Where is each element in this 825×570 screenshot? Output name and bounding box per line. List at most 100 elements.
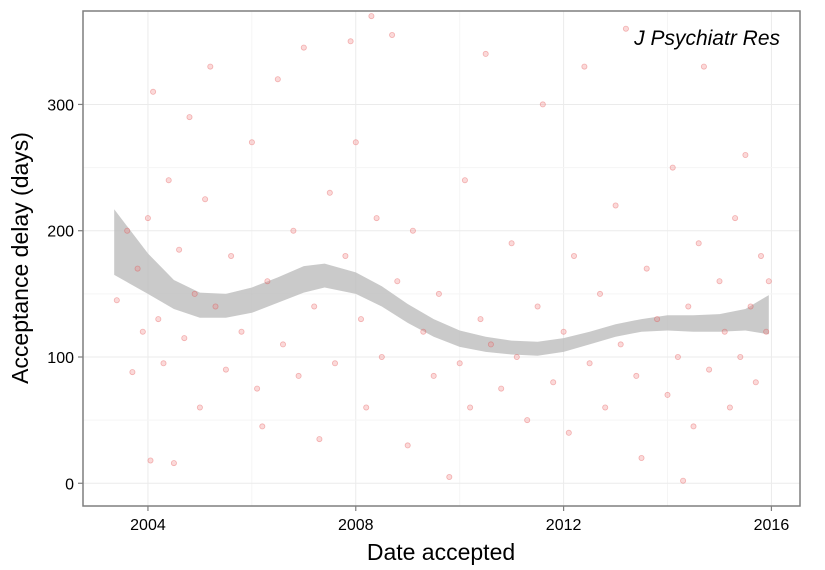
data-point	[420, 328, 427, 335]
data-point	[581, 63, 588, 70]
data-point	[612, 202, 619, 209]
data-point	[113, 297, 120, 304]
data-point	[617, 341, 624, 348]
data-point	[212, 303, 219, 310]
data-point	[207, 63, 214, 70]
data-point	[129, 369, 136, 376]
data-point	[446, 473, 453, 480]
data-point	[685, 303, 692, 310]
data-point	[752, 379, 759, 386]
data-point	[721, 328, 728, 335]
data-point	[165, 177, 172, 184]
data-point	[565, 429, 572, 436]
data-point	[560, 328, 567, 335]
data-point	[654, 316, 661, 323]
data-point	[487, 341, 494, 348]
data-point	[435, 290, 442, 297]
data-point	[461, 177, 468, 184]
data-point	[316, 436, 323, 443]
data-point	[311, 303, 318, 310]
data-point	[643, 265, 650, 272]
data-point	[248, 139, 255, 146]
data-point	[467, 404, 474, 411]
data-point	[482, 50, 489, 57]
data-point	[363, 404, 370, 411]
data-point	[144, 215, 151, 222]
axes: 2004 2008 2012 2016 0 100 200 300	[47, 97, 789, 534]
data-point	[331, 360, 338, 367]
data-point	[758, 252, 765, 259]
data-point	[737, 353, 744, 360]
data-point	[706, 366, 713, 373]
smooth-confidence-band	[114, 209, 769, 356]
data-point	[279, 341, 286, 348]
data-point	[477, 316, 484, 323]
data-point	[716, 278, 723, 285]
data-point	[409, 227, 416, 234]
data-point	[680, 477, 687, 484]
data-point	[134, 265, 141, 272]
data-point	[456, 360, 463, 367]
data-point	[228, 252, 235, 259]
data-point	[765, 278, 772, 285]
data-point	[622, 25, 629, 32]
data-point	[259, 423, 266, 430]
data-point	[498, 385, 505, 392]
data-point	[513, 353, 520, 360]
data-point	[394, 278, 401, 285]
data-point	[181, 335, 188, 342]
data-point	[669, 164, 676, 171]
y-axis-title: Acceptance delay (days)	[7, 132, 33, 384]
y-tick-label: 0	[65, 476, 74, 493]
data-point	[508, 240, 515, 247]
x-tick-label: 2016	[754, 517, 790, 534]
data-point	[763, 328, 770, 335]
data-point	[586, 360, 593, 367]
x-tick-label: 2012	[546, 517, 582, 534]
data-point	[147, 457, 154, 464]
data-point	[690, 423, 697, 430]
data-point	[274, 76, 281, 83]
data-point	[524, 417, 531, 424]
data-point	[534, 303, 541, 310]
data-point	[550, 379, 557, 386]
data-point	[732, 215, 739, 222]
data-point	[373, 215, 380, 222]
data-point	[300, 44, 307, 51]
data-point	[742, 151, 749, 158]
data-point	[295, 372, 302, 379]
data-point	[254, 385, 261, 392]
data-point	[347, 38, 354, 45]
data-point	[191, 290, 198, 297]
data-point	[404, 442, 411, 449]
data-point	[597, 290, 604, 297]
plot-panel	[83, 11, 800, 506]
data-point	[389, 32, 396, 39]
data-point	[726, 404, 733, 411]
data-points	[113, 13, 772, 484]
data-point	[160, 360, 167, 367]
data-point	[638, 454, 645, 461]
data-point	[664, 391, 671, 398]
data-point	[342, 252, 349, 259]
data-point	[695, 240, 702, 247]
data-point	[139, 328, 146, 335]
y-tick-label: 100	[47, 350, 74, 367]
data-point	[352, 139, 359, 146]
y-tick-label: 200	[47, 224, 74, 241]
data-point	[124, 227, 131, 234]
data-point	[700, 63, 707, 70]
data-point	[602, 404, 609, 411]
data-point	[264, 278, 271, 285]
data-point	[539, 101, 546, 108]
data-point	[290, 227, 297, 234]
data-point	[357, 316, 364, 323]
data-point	[674, 353, 681, 360]
x-axis-title: Date accepted	[367, 539, 515, 565]
data-point	[326, 189, 333, 196]
data-point	[170, 460, 177, 467]
data-point	[196, 404, 203, 411]
data-point	[155, 316, 162, 323]
x-tick-label: 2004	[130, 517, 166, 534]
